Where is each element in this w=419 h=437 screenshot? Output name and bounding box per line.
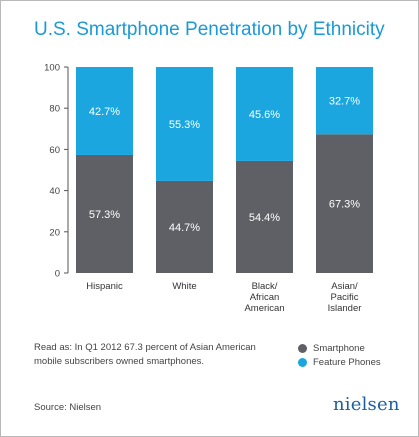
legend: Smartphone Feature Phones [298,341,381,369]
legend-label-feature-phones: Feature Phones [313,356,381,368]
y-tick-label: 0 [55,269,60,280]
bar-feature-phones [76,67,133,155]
bar-smartphone [316,134,373,273]
legend-label-smartphone: Smartphone [313,342,365,354]
data-label-smartphone: 67.3% [329,199,360,211]
nielsen-logo: nielsen [333,394,400,415]
legend-item-feature-phones: Feature Phones [298,355,381,369]
x-category-label: White [172,281,196,292]
y-tick-label: 80 [49,104,60,115]
data-label-feature-phones: 32.7% [329,96,360,108]
y-tick-label: 60 [49,145,60,156]
data-label-smartphone: 44.7% [169,222,200,234]
x-category-label: Hispanic [86,281,123,292]
y-tick-label: 100 [44,63,60,74]
source-note: Source: Nielsen [34,402,102,413]
bar-smartphone [76,154,133,273]
bar-smartphone [156,180,213,273]
data-label-feature-phones: 42.7% [89,106,120,118]
x-category-label-line: American [244,303,284,314]
x-category-label-line: White [172,281,196,292]
chart-title: U.S. Smartphone Penetration by Ethnicity [34,19,385,40]
x-category-label-line: African [250,292,280,303]
bar-feature-phones [316,67,373,135]
legend-swatch-feature-phones [298,357,307,367]
x-axis-labels: Hispanic White Black/African American Asian/… [86,281,361,314]
bar-feature-phones [236,67,293,161]
read-as-note: Read as: In Q1 2012 67.3 percent of Asia… [34,342,256,367]
x-category-label: Asian/Pacific Islander [328,281,362,314]
x-category-label-line: Pacific [331,292,359,303]
x-category-label-line: Hispanic [86,281,123,292]
legend-swatch-smartphone [298,343,307,353]
data-label-smartphone: 57.3% [89,209,120,221]
x-category-label: Black/African American [244,281,284,314]
x-category-label-line: Islander [328,303,362,314]
y-tick-label: 40 [49,186,60,197]
legend-item-smartphone: Smartphone [298,341,381,355]
y-axis: 0 20 40 60 80 100 [44,63,69,280]
x-category-label-line: Black/ [252,281,278,292]
bars: 57.3% 42.7% 44.7% 55.3% 54.4% 45.6% 67.3% 32.7% [76,67,373,273]
data-label-smartphone: 54.4% [249,212,280,224]
y-tick-label: 20 [49,227,60,238]
bar-feature-phones [156,67,213,181]
bar-smartphone [236,160,293,273]
data-label-feature-phones: 45.6% [249,109,280,121]
x-category-label-line: Asian/ [331,281,358,292]
data-label-feature-phones: 55.3% [169,119,200,131]
